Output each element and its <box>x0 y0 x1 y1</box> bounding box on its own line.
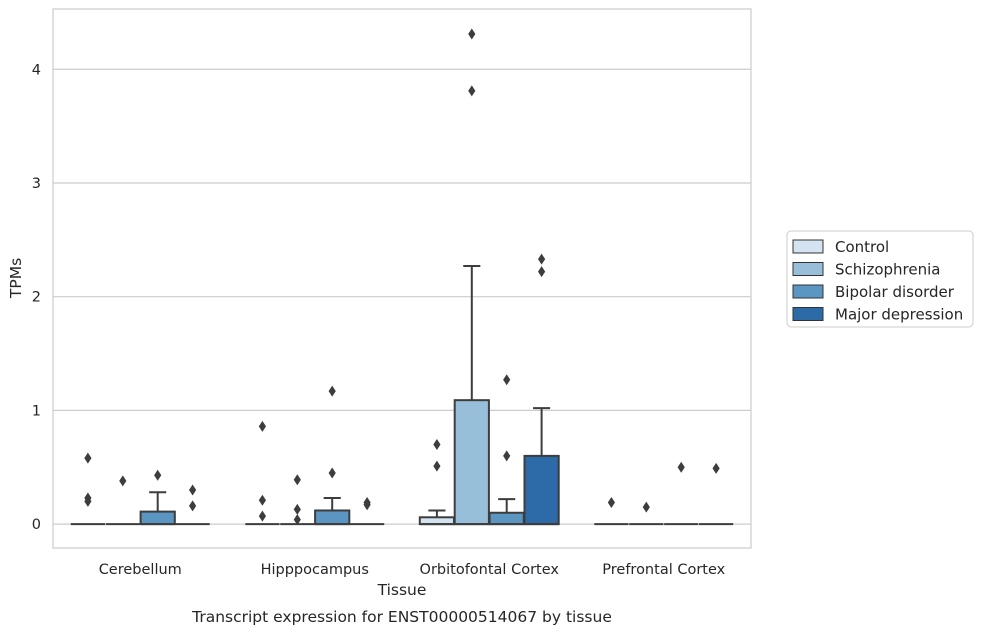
x-axis-label: Tissue <box>377 581 427 599</box>
box-body <box>523 454 560 526</box>
legend-swatch <box>792 284 824 299</box>
outlier-point <box>712 462 720 474</box>
box-2-3 <box>314 385 351 526</box>
outlier-point <box>677 461 685 473</box>
outlier-point <box>258 420 266 432</box>
outlier-point <box>642 501 650 513</box>
outlier-point <box>84 495 92 507</box>
outlier-point <box>328 467 336 479</box>
legend-label: Bipolar disorder <box>835 283 955 301</box>
outlier-point <box>433 460 441 472</box>
box-3-1 <box>418 439 456 526</box>
box-series <box>70 28 734 526</box>
legend-swatch <box>792 239 824 254</box>
outlier-point <box>119 475 127 487</box>
box-4-3 <box>664 461 699 526</box>
y-tick-label: 0 <box>32 517 41 533</box>
outlier-point <box>538 266 546 278</box>
box-4-1 <box>594 497 629 526</box>
legend-frame <box>786 230 974 328</box>
legend-label: Major depression <box>835 306 963 324</box>
outlier-point <box>433 439 441 451</box>
box-1-3 <box>139 469 176 526</box>
outlier-point <box>154 469 162 481</box>
outlier-point <box>363 499 371 511</box>
outlier-point <box>258 510 266 522</box>
plot-area <box>52 8 752 549</box>
box-2-4 <box>349 497 385 526</box>
x-tick-label: Hipppocampus <box>261 562 369 578</box>
chart-title: Transcript expression for ENST0000051406… <box>191 608 612 626</box>
box-1-1 <box>70 452 106 526</box>
box-body <box>314 509 351 526</box>
outlier-point <box>538 253 546 265</box>
x-tick-labels: Cerebellum Hipppocampus Orbitofontal Corte… <box>99 562 726 578</box>
y-tick-labels: 0 1 2 3 4 <box>32 62 41 533</box>
box-body <box>488 511 525 526</box>
y-tick-label: 3 <box>32 176 41 192</box>
outlier-point <box>293 474 301 486</box>
outlier-point <box>293 514 301 526</box>
y-axis-label: TPMs <box>7 258 25 299</box>
box-2-1 <box>245 420 280 526</box>
outlier-point <box>258 494 266 506</box>
outlier-point <box>468 85 476 97</box>
outlier-point <box>503 450 511 462</box>
outlier-point <box>189 484 197 496</box>
y-tick-label: 4 <box>32 62 41 78</box>
x-tick-label: Prefrontal Cortex <box>602 562 725 578</box>
box-3-2 <box>453 28 490 526</box>
outlier-point <box>503 374 511 386</box>
outlier-point <box>468 28 476 40</box>
y-tick-label: 2 <box>32 290 41 306</box>
x-tick-label: Orbitofontal Cortex <box>420 562 560 578</box>
legend-swatch <box>792 262 824 276</box>
y-tick-label: 1 <box>32 403 41 419</box>
box-4-4 <box>698 462 734 526</box>
box-body <box>453 399 490 526</box>
legend-label: Schizophrenia <box>835 261 940 279</box>
box-4-2 <box>629 501 664 526</box>
x-tick-label: Cerebellum <box>99 562 182 578</box>
legend: Control Schizophrenia Bipolar disorder Majo… <box>786 230 974 328</box>
box-2-2 <box>280 474 315 526</box>
outlier-point <box>328 385 336 397</box>
box-body <box>418 516 456 526</box>
outlier-point <box>293 503 301 515</box>
box-1-2 <box>105 475 140 526</box>
box-body <box>139 510 176 526</box>
outlier-point <box>189 500 197 512</box>
outlier-point <box>607 497 615 509</box>
box-3-4 <box>523 253 560 526</box>
box-1-4 <box>175 484 210 526</box>
outlier-point <box>84 452 92 464</box>
legend-label: Control <box>835 238 889 256</box>
legend-swatch <box>792 307 824 321</box>
